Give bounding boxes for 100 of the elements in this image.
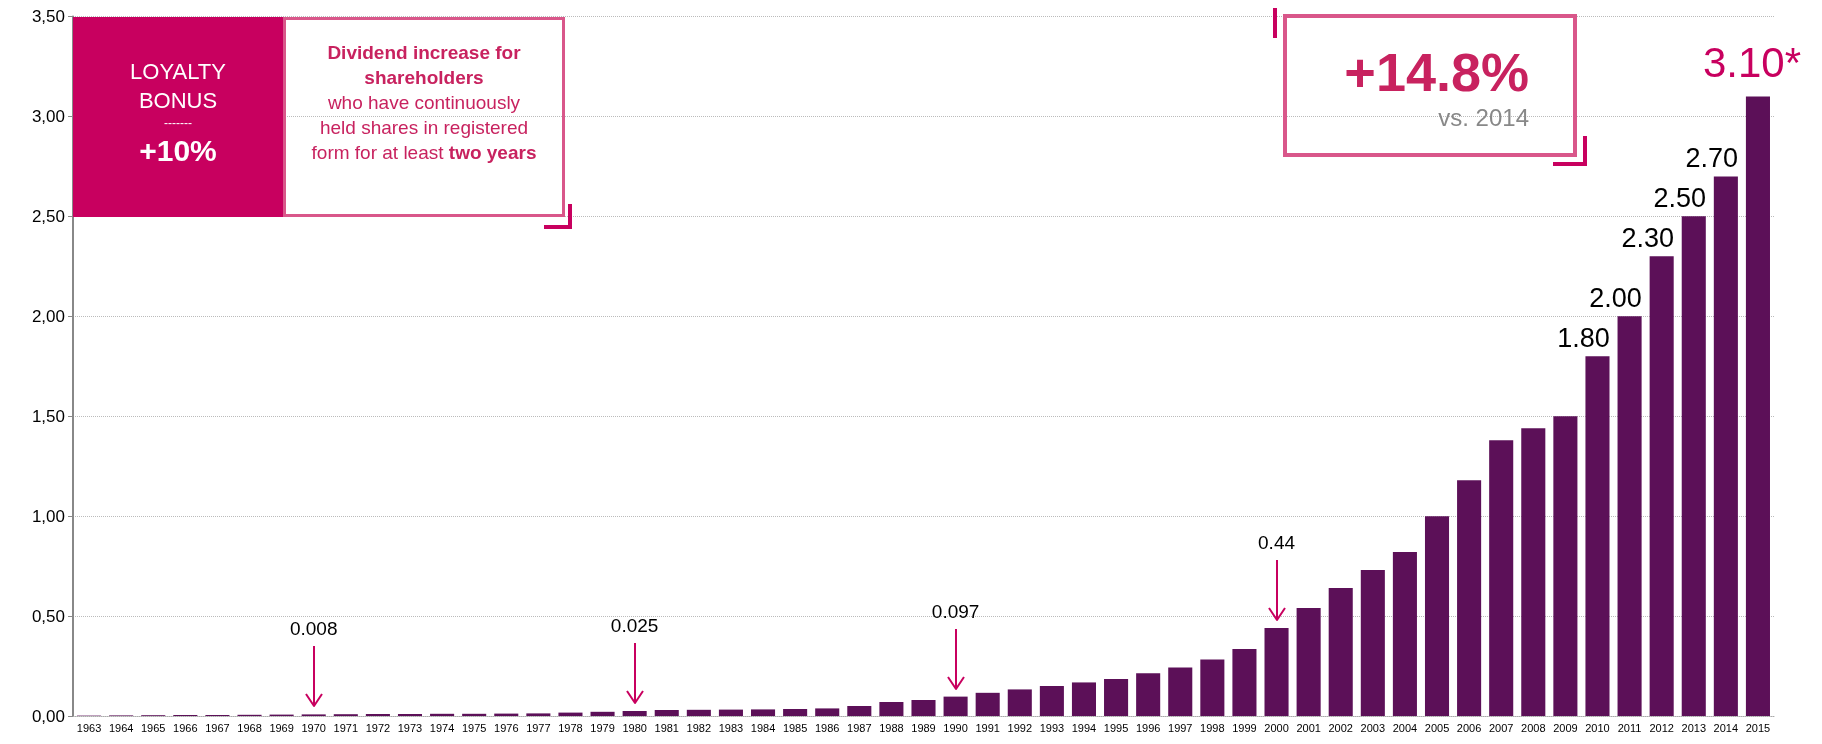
bar xyxy=(686,709,711,716)
bar xyxy=(1553,416,1578,716)
annotation: +10% xyxy=(138,133,218,169)
bar xyxy=(718,709,743,716)
x-tick-label: 2008 xyxy=(1521,721,1546,734)
data-label: 2.70 xyxy=(1685,142,1739,173)
bar xyxy=(1713,176,1738,716)
x-tick-label: 1997 xyxy=(1168,721,1193,734)
bar xyxy=(943,696,968,716)
bar xyxy=(1457,480,1482,716)
x-tick-label: 1970 xyxy=(301,721,326,734)
bar xyxy=(1168,667,1193,716)
y-tick-label: 2,50 xyxy=(31,206,65,226)
x-tick-label: 1990 xyxy=(943,721,968,734)
x-tick-label: 2011 xyxy=(1617,721,1642,734)
annotation: two years xyxy=(448,142,537,163)
bar xyxy=(1617,316,1642,716)
bar xyxy=(1521,428,1546,716)
bar xyxy=(1296,608,1321,716)
y-tick-label: 0,00 xyxy=(31,706,65,726)
x-tick-label: 1967 xyxy=(205,721,230,734)
bar xyxy=(1681,216,1706,716)
bar xyxy=(430,713,455,716)
x-tick-label: 1965 xyxy=(140,721,166,734)
bar xyxy=(1745,96,1770,716)
x-tick-label: 1980 xyxy=(622,721,647,734)
x-tick-label: 1995 xyxy=(1103,721,1129,734)
x-tick-label: 1985 xyxy=(782,721,808,734)
data-label: 3.10* xyxy=(1702,38,1801,86)
x-tick-label: 1994 xyxy=(1071,721,1097,734)
bar xyxy=(1489,440,1514,716)
y-tick-label: 3,50 xyxy=(31,7,65,26)
data-label: 1.80 xyxy=(1557,322,1610,353)
annotation: 0.008 xyxy=(288,618,339,641)
bar xyxy=(1136,673,1161,716)
y-tick-label: 2,00 xyxy=(31,306,65,326)
x-tick-label: 2009 xyxy=(1553,721,1578,734)
x-tick-label: 2003 xyxy=(1360,721,1386,734)
bar xyxy=(1007,689,1032,716)
x-tick-label: 1976 xyxy=(494,721,519,734)
x-tick-label: 1971 xyxy=(333,721,359,734)
bar xyxy=(622,711,647,716)
x-tick-label: 1996 xyxy=(1135,721,1161,734)
x-tick-label: 2001 xyxy=(1296,721,1321,734)
bar xyxy=(1200,659,1225,716)
bar xyxy=(1585,356,1610,716)
x-tick-label: 1964 xyxy=(108,721,134,734)
x-tick-label: 1987 xyxy=(847,721,872,734)
y-tick-label: 0,50 xyxy=(31,606,65,626)
data-label: 2.30 xyxy=(1621,222,1674,253)
x-tick-label: 1966 xyxy=(173,721,198,734)
x-tick-label: 1982 xyxy=(686,721,712,734)
x-tick-label: 2000 xyxy=(1264,721,1289,734)
annotation: 0.44 xyxy=(1257,532,1296,555)
x-tick-label: 1974 xyxy=(429,721,455,734)
bar xyxy=(590,711,615,716)
bar xyxy=(750,709,776,716)
bar xyxy=(879,702,904,716)
x-tick-label: 1973 xyxy=(397,721,423,734)
x-tick-label: 2002 xyxy=(1328,721,1353,734)
y-tick-label: 1,00 xyxy=(31,506,65,526)
x-tick-label: 1968 xyxy=(237,721,262,734)
x-tick-label: 2012 xyxy=(1649,721,1674,734)
y-tick-label: 1,50 xyxy=(31,406,65,426)
x-tick-label: 2010 xyxy=(1585,721,1610,734)
x-tick-label: 2006 xyxy=(1456,721,1482,734)
bar xyxy=(1264,628,1289,716)
bar xyxy=(911,700,936,716)
annotation: 0.025 xyxy=(609,615,660,637)
bar xyxy=(1104,679,1129,716)
bar xyxy=(815,708,840,716)
x-tick-label: 1972 xyxy=(365,721,391,734)
x-tick-label: 2013 xyxy=(1681,721,1707,734)
annotation: +14.8% xyxy=(1343,41,1529,104)
x-tick-label: 1983 xyxy=(718,721,744,734)
x-tick-label: 1963 xyxy=(76,721,102,734)
annotation: 0.097 xyxy=(930,600,981,623)
bar xyxy=(1649,256,1674,716)
x-tick-label: 1993 xyxy=(1039,721,1065,734)
bar xyxy=(1232,649,1257,716)
data-label: 2.50 xyxy=(1653,182,1707,213)
x-tick-label: 2004 xyxy=(1392,721,1418,734)
y-tick-label: 3,00 xyxy=(31,106,65,126)
data-label: 2.00 xyxy=(1589,282,1642,313)
bar xyxy=(654,710,679,716)
x-tick-label: 1978 xyxy=(558,721,583,734)
bar xyxy=(783,709,808,716)
annotation: LOYALTY BONUS xyxy=(129,58,227,115)
x-tick-label: 1989 xyxy=(911,721,936,734)
x-tick-label: 1984 xyxy=(750,721,776,734)
x-tick-label: 1975 xyxy=(461,721,487,734)
bar xyxy=(462,713,487,716)
bar xyxy=(1360,570,1385,716)
x-tick-label: 1969 xyxy=(269,721,294,734)
x-tick-label: 1977 xyxy=(526,721,551,734)
x-tick-label: 1988 xyxy=(879,721,904,734)
bar xyxy=(526,713,551,716)
bar xyxy=(847,706,872,716)
x-tick-label: 1999 xyxy=(1232,721,1257,734)
annotation: vs. 2014 xyxy=(1437,104,1529,132)
